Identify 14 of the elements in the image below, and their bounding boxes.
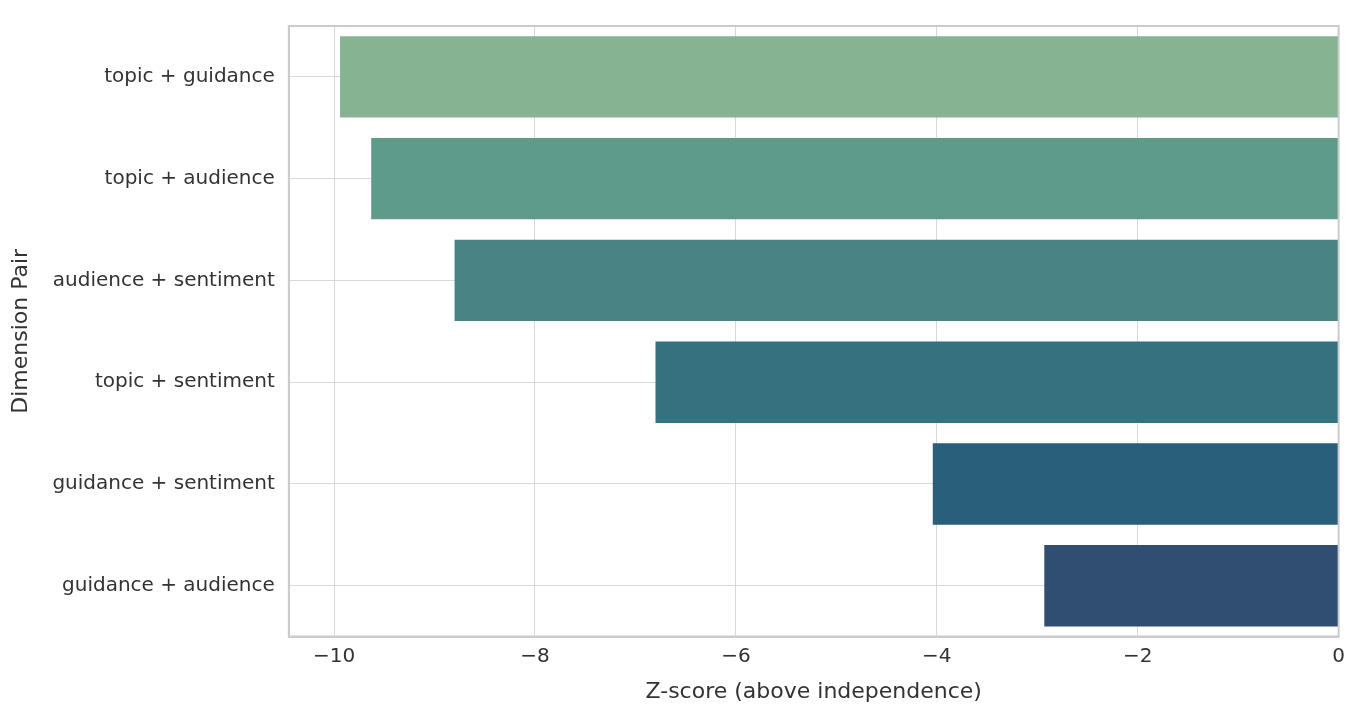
y-tick-label: guidance + audience [62, 571, 275, 596]
x-axis-title: Z-score (above independence) [645, 677, 982, 703]
y-tick-label: audience + sentiment [52, 266, 275, 291]
y-tick-label: topic + guidance [104, 63, 275, 88]
x-tick-label: −10 [312, 642, 356, 667]
x-tick-label: 0 [1332, 642, 1345, 667]
x-tick-label: −6 [721, 642, 751, 667]
x-tick-label: −8 [520, 642, 550, 667]
y-tick-label: topic + audience [104, 164, 275, 189]
x-tick-label: −4 [922, 642, 952, 667]
x-tick-label: −2 [1122, 642, 1153, 667]
y-axis-title: Dimension Pair [6, 247, 32, 414]
y-tick-label: guidance + sentiment [52, 470, 275, 495]
y-tick-label: topic + sentiment [94, 368, 275, 393]
